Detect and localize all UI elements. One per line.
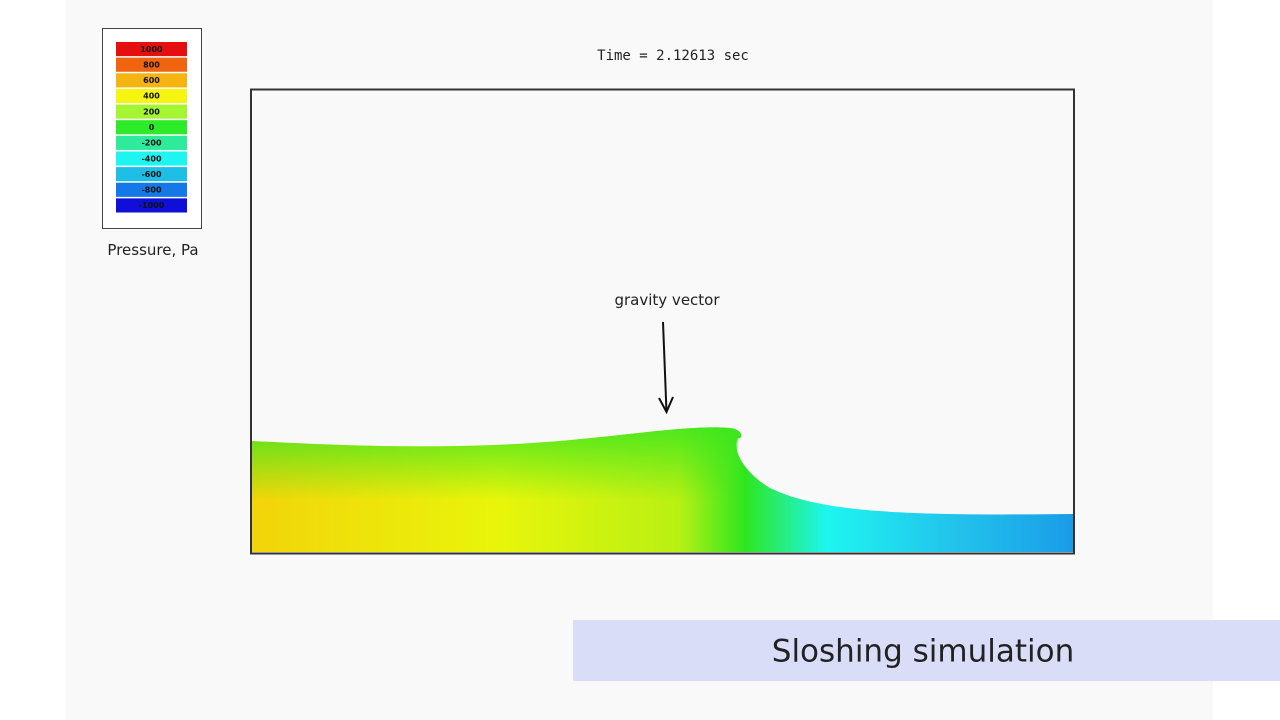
legend-swatch (116, 135, 187, 150)
legend-label: 1000 (140, 45, 163, 54)
annotation: gravity vector (614, 291, 720, 309)
legend-swatch (116, 88, 187, 104)
legend-swatch (116, 198, 187, 213)
caption: Sloshing simulation (772, 634, 1074, 670)
legend-title: Pressure, Pa (107, 241, 198, 259)
legend-swatch (116, 73, 187, 88)
legend-label: -800 (141, 186, 161, 195)
legend-label: -200 (141, 139, 161, 148)
legend-swatch (116, 104, 187, 119)
legend-swatch (116, 57, 187, 72)
legend-label: 800 (143, 60, 160, 69)
time-label: Time = 2.12613 sec (597, 48, 749, 64)
tank (250, 88, 1075, 555)
legend-swatch (116, 42, 187, 57)
legend-label: 600 (143, 76, 160, 85)
legend-label: 400 (143, 92, 160, 101)
legend-label: 200 (143, 107, 160, 116)
legend: 1000 800 600 400 200 0 -200 -400 -600 -800 -1000 (116, 42, 187, 213)
legend-swatch (116, 151, 187, 166)
legend-swatch (116, 120, 187, 135)
legend-swatch (116, 167, 187, 182)
fluid (252, 427, 1073, 552)
caption-bar (573, 620, 1280, 681)
frame-background (66, 0, 1213, 720)
legend-swatch (116, 182, 187, 197)
legend-label: -1000 (139, 201, 165, 210)
legend-label: -400 (141, 154, 161, 163)
gravity-arrow (658, 321, 674, 415)
legend-label: 0 (149, 123, 155, 132)
legend-label: -600 (141, 170, 161, 179)
